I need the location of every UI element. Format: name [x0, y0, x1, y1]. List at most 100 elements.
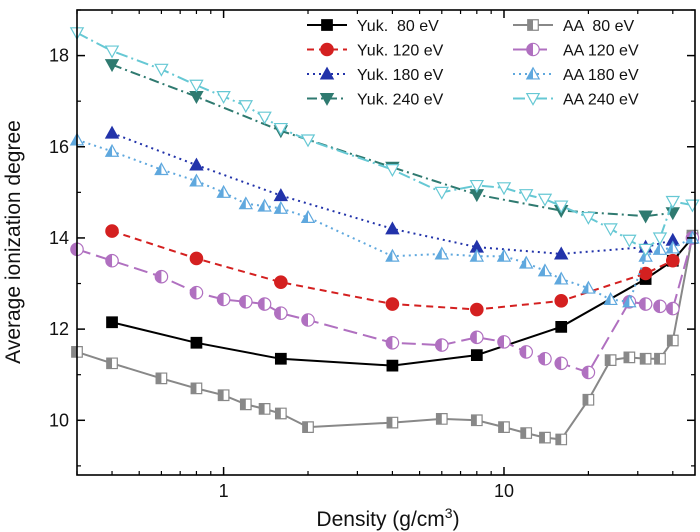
plot-frame — [76, 9, 696, 476]
data-point-aa-80-ev — [623, 351, 636, 364]
data-point-aa-240-ev — [104, 45, 120, 59]
data-point-aa-180-ev — [665, 240, 681, 254]
legend-item-yuk-180-ev: Yuk. 180 eV — [307, 66, 444, 84]
data-point-yuk-120-ev — [554, 294, 569, 308]
data-point-aa-120-ev — [385, 335, 400, 350]
data-point-aa-120-ev — [470, 330, 484, 345]
data-point-aa-120-ev — [638, 297, 653, 311]
data-point-aa-80-ev — [386, 416, 399, 429]
data-point-aa-80-ev — [666, 334, 679, 347]
data-point-aa-80-ev — [155, 372, 168, 385]
data-point-yuk-120-ev — [105, 224, 119, 238]
legend-label: Yuk. 80 eV — [357, 18, 439, 35]
data-point-yuk-180-ev — [385, 221, 400, 235]
data-point-aa-80-ev — [555, 433, 568, 446]
data-point-yuk-180-ev — [104, 125, 120, 139]
data-point-aa-240-ev — [652, 232, 668, 246]
data-point-aa-180-ev — [496, 248, 512, 262]
data-point-aa-120-ev — [581, 365, 596, 380]
data-point-yuk-80-ev — [555, 320, 568, 333]
data-point-aa-120-ev — [105, 253, 119, 268]
data-point-yuk-240-ev — [189, 91, 204, 105]
data-point-yuk-240-ev — [638, 210, 653, 224]
data-point-aa-80-ev — [274, 407, 287, 420]
legend-marker — [319, 92, 335, 106]
legend-marker — [321, 19, 333, 31]
y-tick-label: 16 — [49, 137, 69, 157]
legend-label: AA 240 eV — [563, 92, 639, 109]
data-point-aa-240-ev — [603, 223, 618, 237]
data-point-aa-180-ev — [518, 255, 534, 269]
data-point-yuk-120-ev — [665, 253, 680, 268]
legend-label: Yuk. 240 eV — [357, 92, 444, 109]
x-tick-label: 1 — [219, 481, 229, 501]
data-point-yuk-180-ev — [189, 157, 204, 171]
data-point-aa-120-ev — [301, 313, 315, 327]
data-point-aa-80-ev — [106, 357, 118, 370]
data-point-aa-180-ev — [603, 292, 618, 306]
data-point-aa-80-ev — [539, 431, 551, 444]
data-point-aa-120-ev — [519, 345, 533, 359]
data-point-yuk-80-ev — [274, 352, 287, 365]
data-point-aa-180-ev — [385, 248, 400, 262]
data-point-aa-120-ev — [665, 301, 680, 316]
data-point-aa-120-ev — [653, 299, 667, 314]
x-tick-label: 10 — [494, 481, 514, 501]
data-point-aa-240-ev — [216, 91, 231, 105]
legend: Yuk. 80 eV Yuk. 120 eV Yuk. 180 eV Yuk. 240… — [307, 18, 639, 109]
data-point-aa-180-ev — [581, 280, 596, 294]
data-point-aa-180-ev — [154, 162, 169, 176]
data-point-aa-180-ev — [273, 200, 289, 214]
data-point-aa-240-ev — [638, 243, 653, 257]
legend-label: Yuk. 180 eV — [357, 67, 444, 84]
legend-marker — [320, 42, 334, 57]
data-point-aa-180-ev — [189, 173, 204, 187]
data-point-aa-240-ev — [581, 211, 596, 225]
data-point-aa-240-ev — [518, 189, 534, 203]
data-point-yuk-240-ev — [104, 59, 120, 73]
legend-item-aa-80-ev: AA 80 eV — [513, 18, 634, 35]
data-point-aa-240-ev — [257, 111, 272, 125]
data-point-aa-240-ev — [469, 179, 485, 193]
data-point-aa-120-ev — [257, 297, 272, 311]
data-point-aa-240-ev — [496, 182, 512, 196]
data-point-aa-180-ev — [434, 246, 450, 260]
data-point-yuk-80-ev — [190, 336, 203, 349]
data-point-aa-180-ev — [238, 196, 254, 210]
data-point-aa-120-ev — [189, 285, 204, 300]
data-point-aa-80-ev — [302, 421, 314, 434]
series-line-aa-180-ev — [76, 138, 693, 303]
x-axis-title: Density (g/cm3) — [316, 505, 459, 531]
data-point-aa-80-ev — [639, 352, 652, 365]
data-point-aa-120-ev — [274, 306, 288, 320]
data-point-aa-120-ev — [554, 356, 569, 371]
data-point-aa-240-ev — [685, 199, 700, 213]
data-point-aa-180-ev — [652, 241, 668, 255]
series-line-yuk-240-ev — [111, 63, 673, 218]
legend-marker — [525, 66, 541, 80]
y-axis-title: Average ionization degree — [2, 120, 25, 364]
legend-label: Yuk. 120 eV — [357, 43, 444, 60]
data-point-yuk-80-ev — [470, 349, 483, 361]
series-line-yuk-180-ev — [111, 132, 674, 255]
data-point-yuk-180-ev — [273, 188, 289, 202]
data-point-aa-240-ev — [537, 193, 553, 207]
series-aa-80-ev — [71, 229, 699, 446]
legend-marker — [527, 19, 539, 31]
data-point-aa-240-ev — [273, 122, 289, 136]
y-tick-label: 10 — [49, 410, 69, 430]
data-point-yuk-80-ev — [386, 359, 399, 372]
series-aa-180-ev — [69, 132, 700, 308]
data-point-aa-120-ev — [154, 269, 169, 284]
data-point-aa-240-ev — [300, 134, 316, 148]
legend-marker — [525, 92, 541, 106]
legend-label: AA 180 eV — [563, 67, 639, 84]
data-point-aa-80-ev — [239, 398, 252, 411]
y-tick-label: 14 — [49, 228, 69, 248]
series-aa-120-ev — [70, 231, 700, 380]
data-point-aa-240-ev — [154, 63, 169, 77]
series-aa-240-ev — [69, 27, 700, 257]
legend-item-aa-180-ev: AA 180 eV — [513, 66, 639, 84]
y-tick-label: 18 — [49, 46, 69, 66]
data-point-aa-80-ev — [582, 393, 595, 406]
